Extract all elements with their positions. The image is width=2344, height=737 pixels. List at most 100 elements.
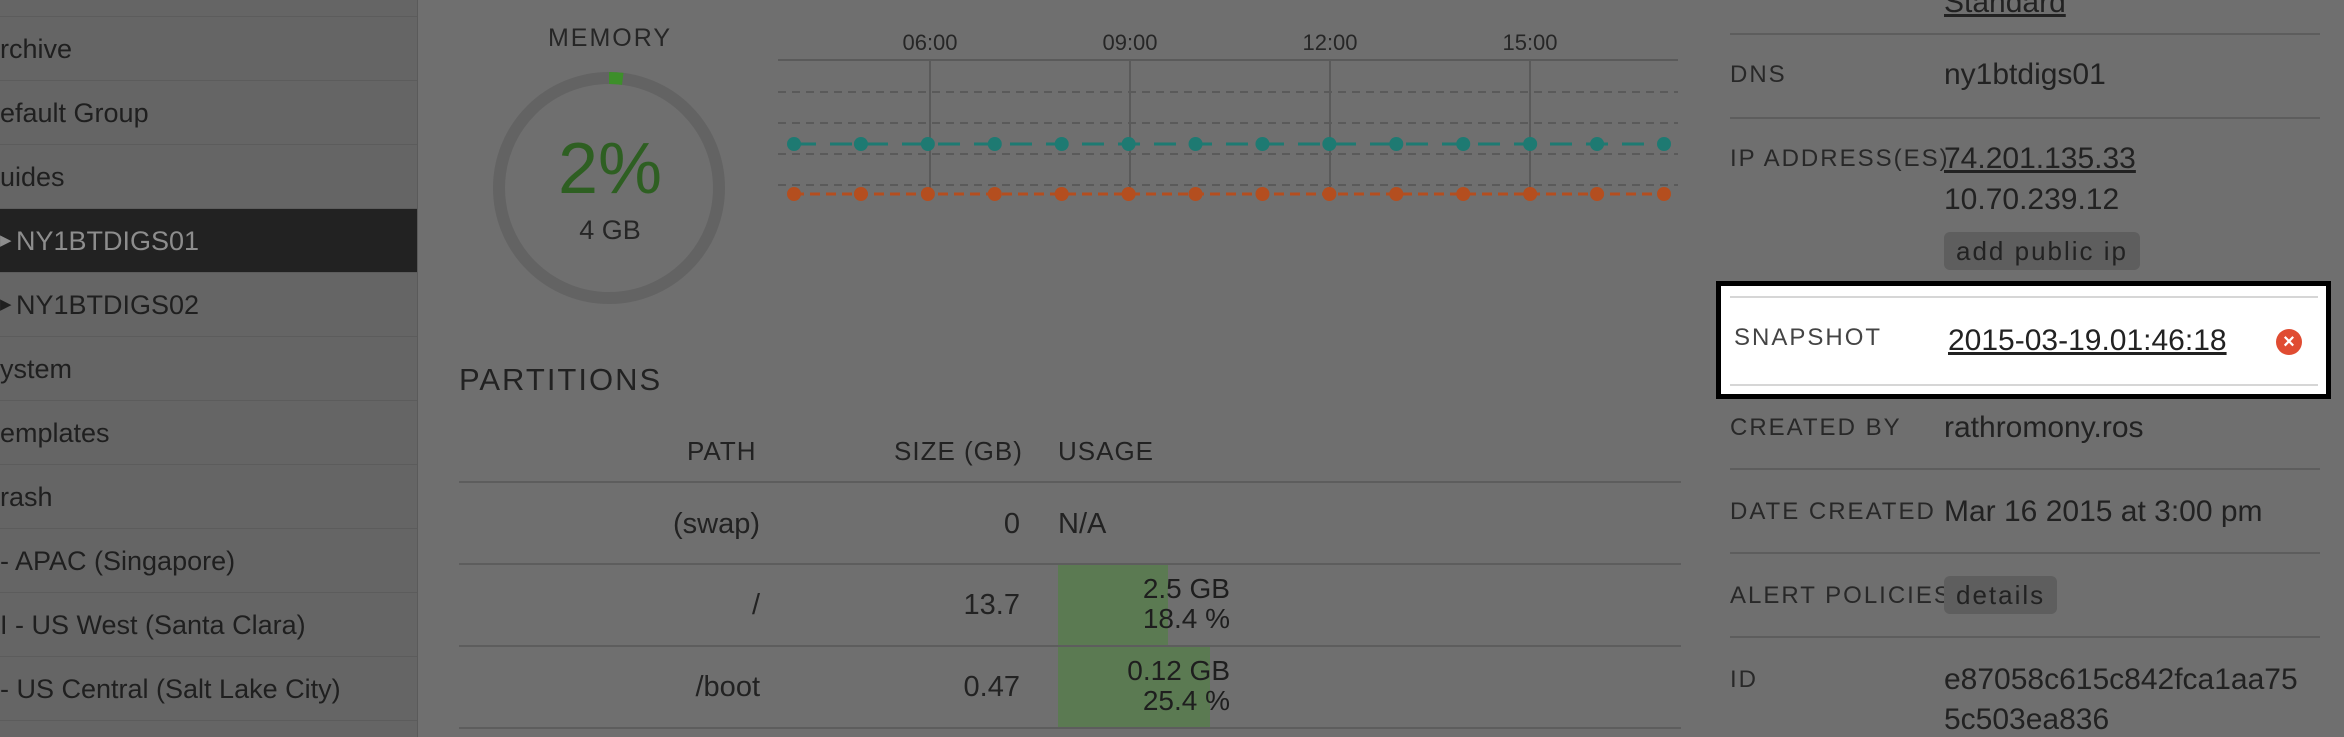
sidebar-item-label: ystem (0, 354, 73, 384)
memory-percent: 2% (557, 129, 663, 209)
series-point (920, 137, 935, 151)
memory-gauge (493, 72, 725, 304)
sidebar-item-label: NY1BTDIGS01 (16, 226, 200, 256)
series-point (1054, 187, 1069, 201)
snapshot-row: SNAPSHOT 2015-03-19.01:46:18 × (1716, 281, 2331, 399)
series-point (1590, 187, 1605, 201)
gauge-fill (493, 72, 725, 304)
close-circle-icon[interactable]: × (2276, 329, 2302, 355)
series-point (1255, 187, 1270, 201)
series-point (1456, 137, 1471, 151)
divider (459, 481, 1681, 483)
ip-public-link[interactable]: 74.201.135.33 (1944, 142, 2136, 175)
series-point (1188, 137, 1203, 151)
divider (459, 645, 1681, 647)
partition-size: 0 (1003, 508, 1020, 540)
series-point (1322, 137, 1337, 151)
time-label: 09:00 (1102, 30, 1157, 55)
usage-percent: 25.4 % (1142, 685, 1230, 716)
ip-private-value: 10.70.239.12 (1944, 183, 2120, 216)
created-by-value: rathromony.ros (1944, 411, 2144, 444)
partition-size: 13.7 (963, 589, 1020, 621)
server-type-link[interactable]: Standard (1944, 0, 2066, 19)
sidebar-item-ny1btdigs01[interactable]: ▶ NY1BTDIGS01 (0, 209, 417, 273)
series-point (1657, 137, 1671, 151)
sidebar-item-templates[interactable]: emplates (0, 401, 417, 465)
series-point (853, 137, 868, 151)
usage-bar (1058, 565, 1168, 645)
caret-right-icon: ▶ (0, 232, 12, 249)
sidebar-item-label: emplates (0, 418, 110, 448)
partition-size: 0.47 (963, 671, 1020, 703)
divider (1730, 552, 2320, 554)
sidebar-item-label: rash (0, 482, 53, 512)
timeline-labels: 06:00 09:00 12:00 15:00 (902, 30, 1557, 55)
date-created-label: DATE CREATED (1730, 498, 1936, 525)
partition-path: /boot (695, 671, 761, 703)
series-point (1523, 187, 1538, 201)
series-point (853, 187, 868, 201)
series-point (987, 187, 1002, 201)
series-point (1456, 187, 1471, 201)
sidebar-item-trash[interactable]: rash (0, 465, 417, 529)
sidebar: rchive efault Group uides ▶ NY1BTDIGS01 … (0, 0, 418, 737)
date-created-value: Mar 16 2015 at 3:00 pm (1944, 495, 2263, 528)
divider (1730, 33, 2320, 35)
col-size: SIZE (GB) (894, 436, 1023, 466)
partition-path: / (751, 589, 760, 621)
alert-details-button[interactable]: details (1944, 576, 2058, 614)
series-point (1255, 137, 1270, 151)
memory-label: MEMORY (547, 24, 673, 52)
add-public-ip-button[interactable]: add public ip (1944, 232, 2140, 270)
series-point (787, 137, 801, 151)
series-point (1322, 187, 1337, 201)
sidebar-item-ny1btdigs02[interactable]: ▶ NY1BTDIGS02 (0, 273, 417, 337)
sidebar-item-us-central[interactable]: - US Central (Salt Lake City) (0, 657, 417, 721)
memory-size: 4 GB (579, 215, 641, 245)
series-point (1121, 187, 1136, 201)
usage-used: 0.12 GB (1127, 655, 1230, 686)
id-value-line2: 5c503ea836 (1944, 703, 2110, 736)
divider (1730, 468, 2320, 470)
dns-value: ny1btdigs01 (1944, 58, 2106, 91)
alert-policies-label: ALERT POLICIES (1730, 582, 1952, 609)
divider (459, 727, 1681, 729)
sidebar-item-archive[interactable]: rchive (0, 17, 417, 81)
divider (1730, 296, 2318, 298)
ip-label: IP ADDRESS(ES) (1730, 145, 1950, 172)
col-usage: USAGE (1058, 436, 1155, 466)
partition-path: (swap) (672, 508, 760, 540)
caret-right-icon: ▶ (0, 296, 12, 313)
series-point (920, 187, 935, 201)
divider (459, 563, 1681, 565)
sidebar-item-guides[interactable]: uides (0, 145, 417, 209)
series-point (787, 187, 801, 201)
time-label: 12:00 (1302, 30, 1357, 55)
created-by-label: CREATED BY (1730, 414, 1902, 441)
id-value-line1: e87058c615c842fca1aa75 (1944, 663, 2298, 696)
sidebar-item-label: rchive (0, 34, 73, 64)
series-point (1054, 137, 1069, 151)
time-label: 06:00 (902, 30, 957, 55)
sidebar-item-label: efault Group (0, 98, 149, 128)
series-point (1657, 187, 1671, 201)
usage-percent: 18.4 % (1142, 603, 1230, 634)
sidebar-item-default-group[interactable]: efault Group (0, 81, 417, 145)
sidebar-item-system[interactable]: ystem (0, 337, 417, 401)
usage-bar (1058, 647, 1210, 727)
series-point (1121, 137, 1136, 151)
partitions-title: PARTITIONS (459, 362, 663, 397)
series-point (1523, 137, 1538, 151)
sidebar-item-label: - US Central (Salt Lake City) (0, 674, 341, 704)
snapshot-link[interactable]: 2015-03-19.01:46:18 (1948, 324, 2227, 357)
sidebar-item-apac[interactable]: - APAC (Singapore) (0, 529, 417, 593)
series-point (987, 137, 1002, 151)
sidebar-item-label: uides (0, 162, 65, 192)
sidebar-item-label: - APAC (Singapore) (0, 546, 236, 576)
id-label: ID (1730, 666, 1758, 693)
series-point (1188, 187, 1203, 201)
timeline-series (787, 137, 1671, 201)
series-point (1389, 187, 1404, 201)
sidebar-item-top[interactable] (0, 0, 417, 17)
sidebar-item-us-west[interactable]: I - US West (Santa Clara) (0, 593, 417, 657)
